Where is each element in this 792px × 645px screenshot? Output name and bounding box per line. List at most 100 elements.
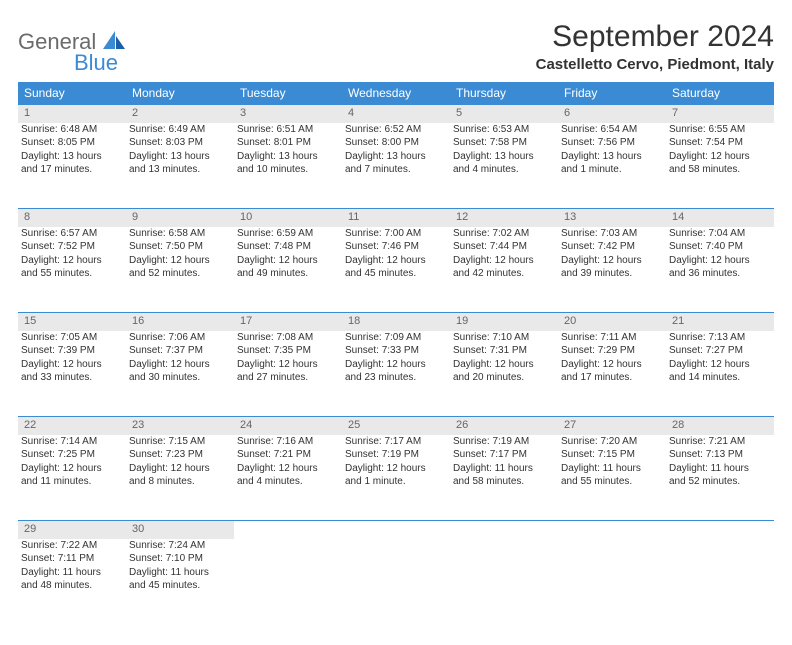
sunrise-text: Sunrise: 7:24 AM: [129, 539, 231, 553]
sunset-text: Sunset: 7:50 PM: [129, 240, 231, 254]
day-number: 11: [342, 209, 450, 227]
day-number: 23: [126, 417, 234, 435]
daylight-text: and 39 minutes.: [561, 267, 663, 281]
sunset-text: Sunset: 7:35 PM: [237, 344, 339, 358]
daylight-text: and 49 minutes.: [237, 267, 339, 281]
day-number: [234, 521, 342, 539]
daylight-text: Daylight: 12 hours: [453, 358, 555, 372]
daylight-text: and 20 minutes.: [453, 371, 555, 385]
daylight-text: and 52 minutes.: [129, 267, 231, 281]
day-cell: Sunrise: 7:02 AMSunset: 7:44 PMDaylight:…: [450, 227, 558, 313]
daylight-text: Daylight: 13 hours: [129, 150, 231, 164]
sunset-text: Sunset: 7:17 PM: [453, 448, 555, 462]
sunrise-text: Sunrise: 7:03 AM: [561, 227, 663, 241]
daylight-text: Daylight: 12 hours: [237, 358, 339, 372]
calendar-page: General Blue September 2024 Castelletto …: [0, 0, 792, 645]
daylight-text: and 1 minute.: [561, 163, 663, 177]
daylight-text: Daylight: 12 hours: [561, 254, 663, 268]
day-number: 6: [558, 105, 666, 123]
sunrise-text: Sunrise: 7:16 AM: [237, 435, 339, 449]
sunset-text: Sunset: 7:44 PM: [453, 240, 555, 254]
sunrise-text: Sunrise: 7:10 AM: [453, 331, 555, 345]
daylight-text: Daylight: 12 hours: [21, 254, 123, 268]
daylight-text: and 13 minutes.: [129, 163, 231, 177]
day-content-row: Sunrise: 7:14 AMSunset: 7:25 PMDaylight:…: [18, 435, 774, 521]
daylight-text: Daylight: 12 hours: [669, 358, 771, 372]
calendar-body: 1234567Sunrise: 6:48 AMSunset: 8:05 PMDa…: [18, 105, 774, 625]
weekday-header: Wednesday: [342, 82, 450, 105]
day-cell: Sunrise: 7:20 AMSunset: 7:15 PMDaylight:…: [558, 435, 666, 521]
day-number: 12: [450, 209, 558, 227]
sunset-text: Sunset: 8:00 PM: [345, 136, 447, 150]
sunset-text: Sunset: 7:19 PM: [345, 448, 447, 462]
day-cell: Sunrise: 7:13 AMSunset: 7:27 PMDaylight:…: [666, 331, 774, 417]
sunrise-text: Sunrise: 6:59 AM: [237, 227, 339, 241]
day-cell: Sunrise: 7:10 AMSunset: 7:31 PMDaylight:…: [450, 331, 558, 417]
daylight-text: and 1 minute.: [345, 475, 447, 489]
day-number: 15: [18, 313, 126, 331]
sunrise-text: Sunrise: 6:55 AM: [669, 123, 771, 137]
sunrise-text: Sunrise: 7:21 AM: [669, 435, 771, 449]
daylight-text: and 42 minutes.: [453, 267, 555, 281]
logo-text-block: General Blue: [18, 28, 125, 74]
logo-blue: Blue: [74, 52, 125, 74]
sunset-text: Sunset: 7:10 PM: [129, 552, 231, 566]
day-cell: Sunrise: 7:19 AMSunset: 7:17 PMDaylight:…: [450, 435, 558, 521]
daynum-row: 1234567: [18, 105, 774, 123]
daylight-text: and 27 minutes.: [237, 371, 339, 385]
daylight-text: and 36 minutes.: [669, 267, 771, 281]
sunset-text: Sunset: 7:46 PM: [345, 240, 447, 254]
sunset-text: Sunset: 8:03 PM: [129, 136, 231, 150]
daylight-text: Daylight: 13 hours: [237, 150, 339, 164]
daylight-text: Daylight: 12 hours: [129, 358, 231, 372]
weekday-header: Sunday: [18, 82, 126, 105]
sunset-text: Sunset: 7:13 PM: [669, 448, 771, 462]
daylight-text: and 52 minutes.: [669, 475, 771, 489]
day-number: 28: [666, 417, 774, 435]
sunrise-text: Sunrise: 6:49 AM: [129, 123, 231, 137]
day-number: 14: [666, 209, 774, 227]
daylight-text: Daylight: 12 hours: [669, 254, 771, 268]
daylight-text: Daylight: 11 hours: [21, 566, 123, 580]
day-cell: Sunrise: 6:55 AMSunset: 7:54 PMDaylight:…: [666, 123, 774, 209]
day-number: 20: [558, 313, 666, 331]
day-content-row: Sunrise: 6:57 AMSunset: 7:52 PMDaylight:…: [18, 227, 774, 313]
sunrise-text: Sunrise: 6:52 AM: [345, 123, 447, 137]
daylight-text: and 55 minutes.: [21, 267, 123, 281]
day-number: 8: [18, 209, 126, 227]
day-number: 3: [234, 105, 342, 123]
daylight-text: and 7 minutes.: [345, 163, 447, 177]
sunrise-text: Sunrise: 7:08 AM: [237, 331, 339, 345]
day-cell: Sunrise: 6:49 AMSunset: 8:03 PMDaylight:…: [126, 123, 234, 209]
day-cell: Sunrise: 6:59 AMSunset: 7:48 PMDaylight:…: [234, 227, 342, 313]
day-cell: Sunrise: 7:00 AMSunset: 7:46 PMDaylight:…: [342, 227, 450, 313]
day-number: 4: [342, 105, 450, 123]
day-number: 9: [126, 209, 234, 227]
weekday-row: Sunday Monday Tuesday Wednesday Thursday…: [18, 82, 774, 105]
day-number: 24: [234, 417, 342, 435]
daylight-text: Daylight: 12 hours: [237, 462, 339, 476]
logo-sail-icon: [103, 31, 125, 49]
day-number: 7: [666, 105, 774, 123]
sunrise-text: Sunrise: 7:05 AM: [21, 331, 123, 345]
day-number: 2: [126, 105, 234, 123]
day-number: 10: [234, 209, 342, 227]
daylight-text: and 55 minutes.: [561, 475, 663, 489]
daylight-text: Daylight: 12 hours: [345, 462, 447, 476]
sunrise-text: Sunrise: 6:57 AM: [21, 227, 123, 241]
calendar-table: Sunday Monday Tuesday Wednesday Thursday…: [18, 82, 774, 625]
daynum-row: 22232425262728: [18, 417, 774, 435]
sunrise-text: Sunrise: 7:14 AM: [21, 435, 123, 449]
daylight-text: Daylight: 13 hours: [561, 150, 663, 164]
sunset-text: Sunset: 7:15 PM: [561, 448, 663, 462]
day-number: 17: [234, 313, 342, 331]
daynum-row: 2930: [18, 521, 774, 539]
day-number: 29: [18, 521, 126, 539]
daylight-text: Daylight: 13 hours: [453, 150, 555, 164]
daylight-text: Daylight: 12 hours: [21, 358, 123, 372]
day-number: 13: [558, 209, 666, 227]
daylight-text: and 4 minutes.: [453, 163, 555, 177]
day-cell: Sunrise: 7:09 AMSunset: 7:33 PMDaylight:…: [342, 331, 450, 417]
sunset-text: Sunset: 7:33 PM: [345, 344, 447, 358]
weekday-header: Friday: [558, 82, 666, 105]
